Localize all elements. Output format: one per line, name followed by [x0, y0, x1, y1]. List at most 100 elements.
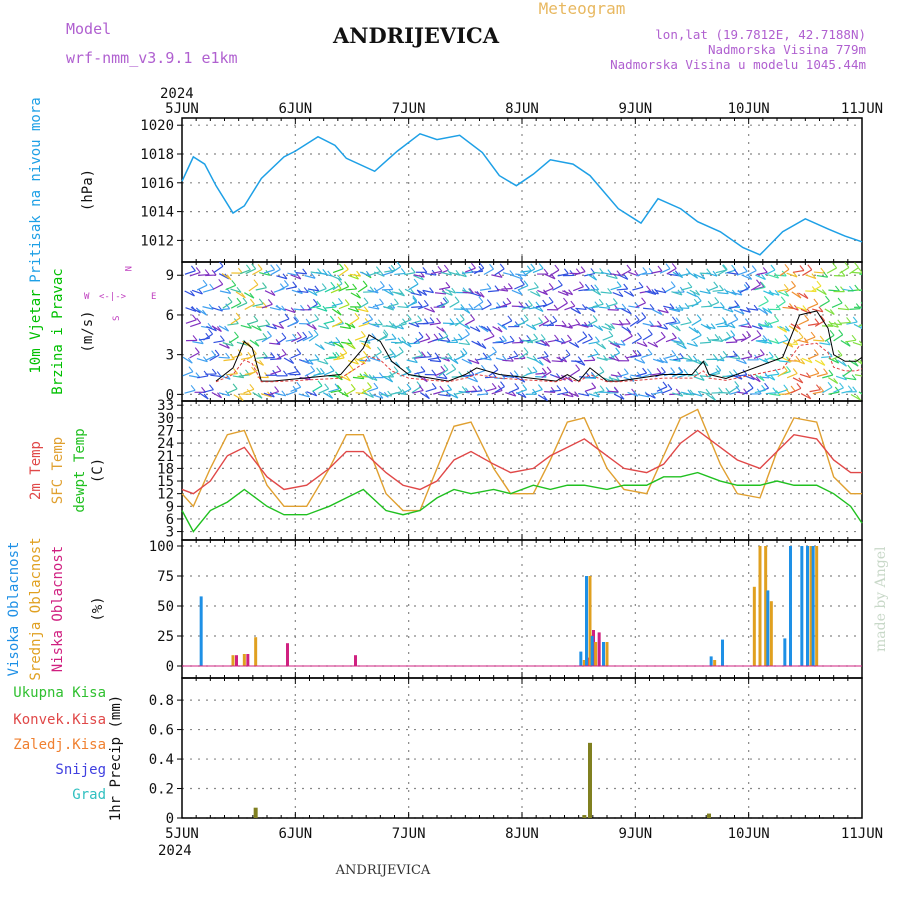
wind-barb: [338, 286, 349, 292]
wind-barb: [507, 355, 519, 360]
wind-barb: [826, 267, 837, 274]
wind-barb-flag: [642, 267, 648, 273]
cloud-low-bar: [246, 654, 250, 666]
wind-barb: [218, 356, 230, 359]
wind-barb: [819, 342, 831, 346]
wind-barb-flag: [844, 262, 850, 268]
wind-barb-flag: [422, 267, 428, 273]
compass-e: E: [151, 292, 156, 302]
wind-barb: [540, 356, 551, 364]
wind-barb-flag: [663, 357, 668, 364]
wind-barb-flag: [591, 382, 597, 389]
wind-barb-flag: [521, 392, 527, 398]
wind-barb-flag: [763, 308, 768, 315]
wind-barb: [672, 392, 683, 397]
cloud-mid-bar: [588, 576, 592, 666]
wind-barb-flag: [543, 395, 549, 401]
wind-barb-flag: [356, 292, 361, 299]
wind-barb: [686, 291, 697, 298]
wind-barb: [185, 319, 197, 324]
wind-barb: [205, 355, 216, 361]
wind-barb-flag: [238, 395, 244, 401]
top-x-tick: 6JUN: [278, 101, 312, 117]
wind-barb: [270, 370, 282, 375]
wind-barb: [219, 343, 230, 349]
wind-barb: [828, 391, 840, 395]
wind-unit-label: (m/s): [80, 310, 96, 352]
wind-barb: [726, 341, 738, 344]
wind-barb-flag: [592, 274, 598, 281]
wind-barb: [812, 308, 824, 313]
wind-barb-flag: [866, 285, 870, 290]
wind-barb: [246, 353, 257, 360]
wind-barb: [518, 319, 529, 326]
wind-barb: [458, 342, 470, 346]
wind-barb: [842, 369, 853, 377]
wind-barb-flag: [764, 320, 770, 326]
wind-barb: [608, 377, 620, 382]
wind-barb: [527, 338, 538, 344]
wind-barb: [537, 394, 548, 401]
wind-barb-flag: [319, 344, 325, 351]
wind-barb: [318, 388, 329, 394]
wind-barb: [500, 302, 512, 308]
wind-barb-flag: [502, 301, 508, 307]
wind-barb: [833, 387, 844, 393]
wind-barb: [791, 291, 802, 299]
wind-barb-flag: [670, 281, 676, 287]
wind-barb: [358, 302, 369, 309]
wind-barb-flag: [642, 367, 648, 374]
wind-barb: [332, 374, 343, 381]
wind-barb-flag: [449, 318, 455, 324]
wind-barb-flag: [568, 322, 573, 329]
wind-barb-flag: [412, 357, 418, 363]
wind-barb: [392, 325, 404, 330]
wind-barb: [578, 288, 590, 292]
wind-barb-flag: [451, 363, 457, 370]
wind-barb-flag: [202, 309, 207, 316]
wind-barb: [457, 352, 468, 360]
wind-barb-flag: [303, 287, 309, 293]
wind-barb-flag: [281, 390, 287, 397]
wind-barb-flag: [796, 383, 802, 389]
wind-barb: [434, 370, 446, 377]
wind-barb-flag: [461, 386, 467, 392]
wind-barb: [273, 324, 284, 330]
wind-barb: [708, 301, 720, 308]
wind-barb: [610, 286, 622, 291]
wind-barb: [252, 303, 264, 307]
wind-barb-flag: [844, 304, 850, 311]
wind-barb-flag: [289, 358, 295, 364]
wind-barb: [851, 271, 862, 274]
wind-barb-flag: [616, 270, 622, 276]
wind-barb-flag: [823, 271, 829, 278]
wind-barb-flag: [459, 314, 465, 320]
wind-barb: [417, 304, 429, 310]
wind-barb-flag: [203, 370, 209, 377]
wind-barb-flag: [614, 304, 620, 311]
wind-barb: [324, 286, 336, 293]
wind-barb-flag: [209, 283, 215, 290]
wind-barb-flag: [330, 281, 336, 288]
wind-barb: [412, 389, 424, 394]
wind-barb: [716, 355, 728, 362]
wind-barb: [790, 387, 802, 394]
wind-barb: [236, 302, 248, 308]
wind-barb: [689, 289, 700, 296]
compass-legend: W <-|-> E N S: [84, 266, 156, 321]
wind-barb: [358, 322, 370, 328]
y-tick-label: 1012: [140, 233, 174, 249]
wind-barb-flag: [859, 359, 862, 364]
wind-barb: [704, 325, 716, 330]
wind-barb: [323, 370, 335, 376]
wind-barb-flag: [869, 359, 873, 364]
wind-barb: [656, 325, 668, 330]
y-tick-label: 12: [157, 487, 174, 503]
wind-barb-flag: [734, 381, 740, 387]
wind-barb-flag: [447, 384, 453, 391]
wind-barb: [585, 387, 596, 392]
wind-barb: [291, 289, 303, 295]
wind-barb: [636, 271, 648, 277]
wind-barb-flag: [296, 273, 302, 280]
wind-barb-flag: [677, 289, 683, 296]
